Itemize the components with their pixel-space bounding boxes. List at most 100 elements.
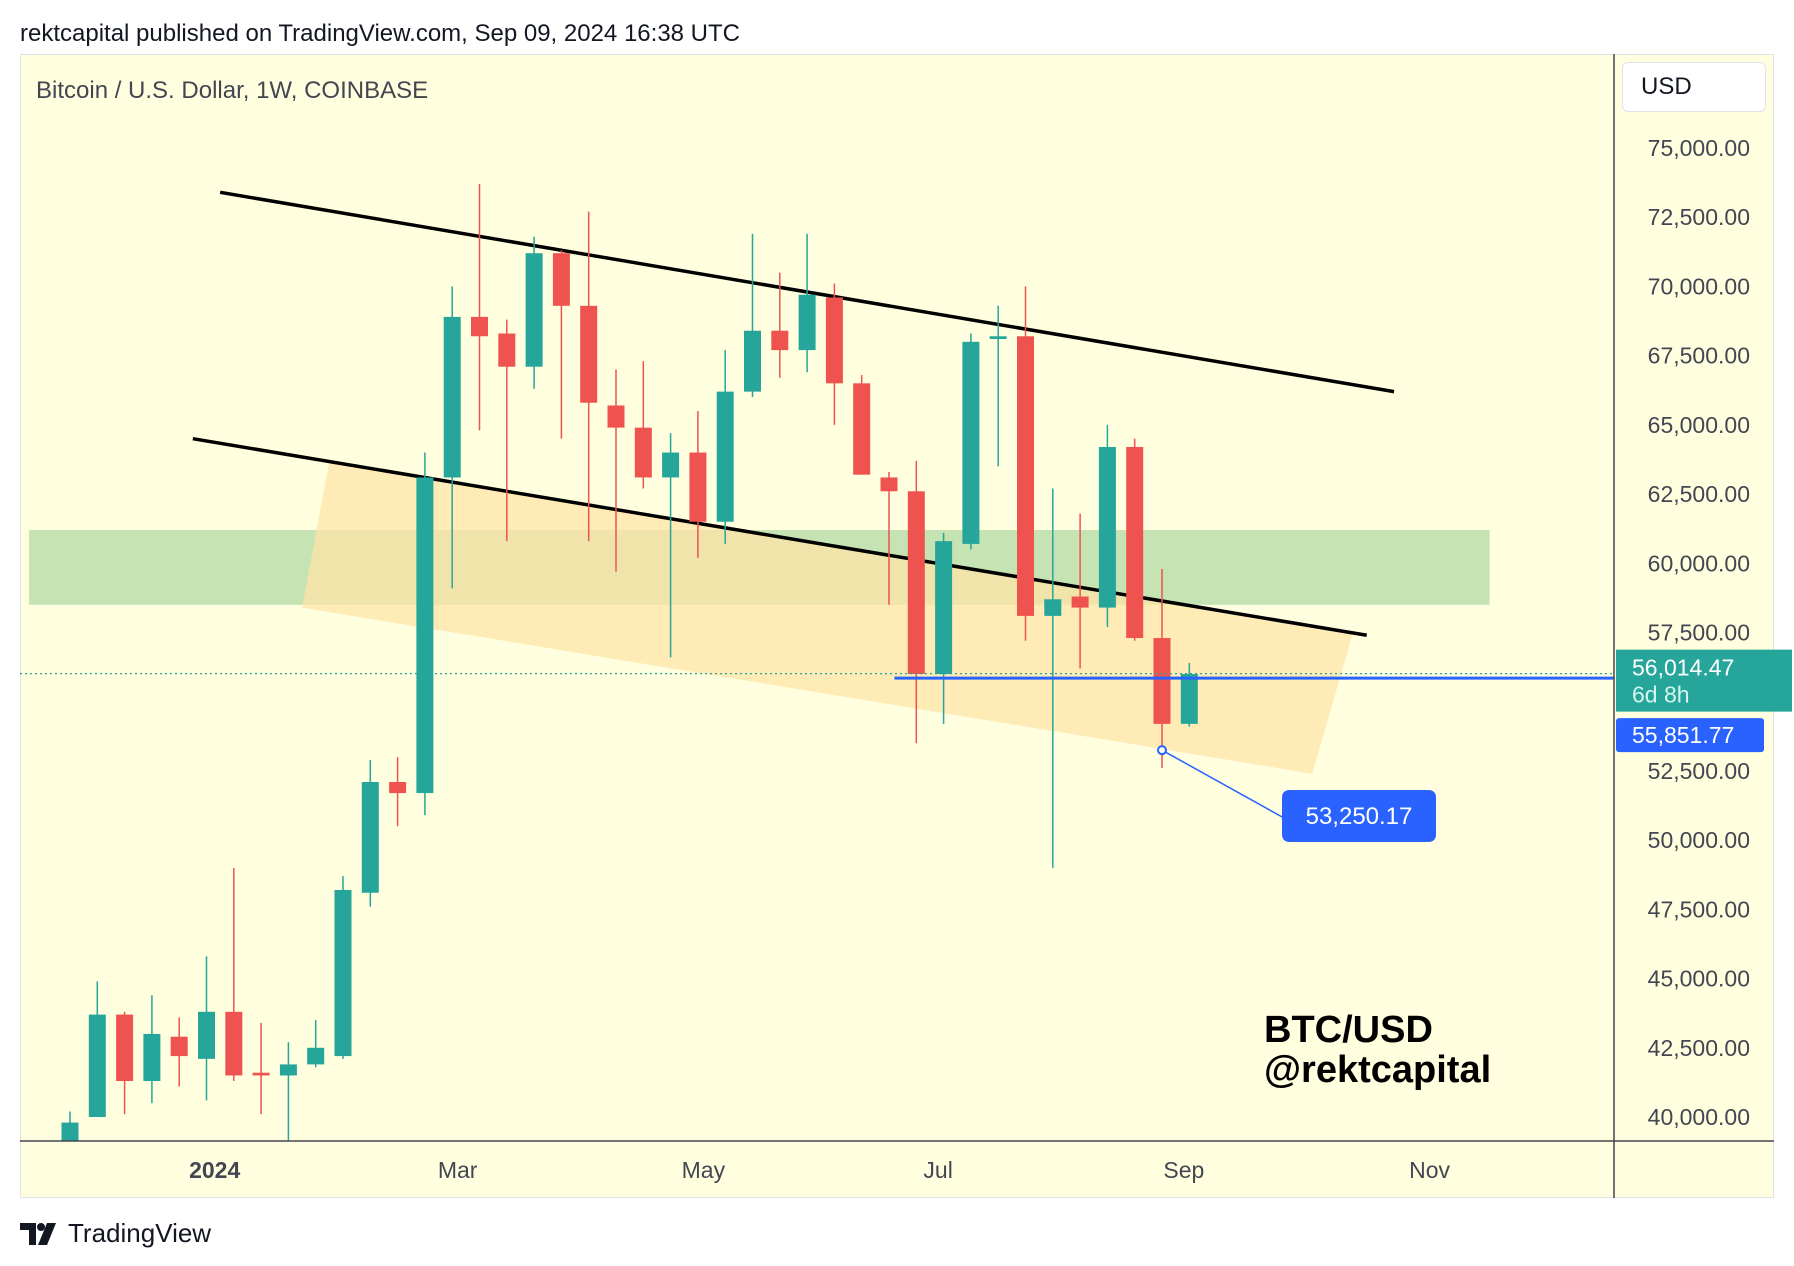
candle[interactable] [252,1022,270,1115]
candle[interactable] [580,211,598,542]
candle[interactable] [525,236,543,389]
trendline-channel-bottom[interactable] [192,436,1368,637]
candle-body [1180,674,1198,724]
candle-body [989,336,1007,340]
candle[interactable] [825,283,843,425]
candle[interactable] [389,757,407,827]
candle-body [662,452,680,478]
candle[interactable] [198,956,215,1101]
candle[interactable] [361,759,379,907]
candle[interactable] [471,183,488,431]
candle[interactable] [307,1020,325,1068]
candle-body [1044,599,1062,616]
candle[interactable] [334,876,352,1059]
level-price-value: 55,851.77 [1632,722,1734,748]
candle[interactable] [443,286,461,589]
time-tick-label: Jul [923,1157,952,1183]
candle[interactable] [1180,662,1198,727]
candle-body [198,1011,215,1059]
candle[interactable] [798,233,816,373]
candle[interactable] [689,411,707,558]
candle-body [1017,336,1034,616]
price-tick-label: 50,000.00 [1648,827,1750,853]
candle[interactable] [662,433,680,658]
candle-body [880,477,898,492]
candle[interactable] [116,1011,134,1115]
candle-body [1126,447,1144,639]
currency-selector[interactable]: USD [1622,62,1766,112]
candle[interactable] [634,361,652,489]
candle[interactable] [88,981,106,1117]
candle-body [716,391,734,522]
candle-body [361,782,379,893]
price-tick-label: 42,500.00 [1648,1035,1750,1061]
candle-body [334,889,352,1057]
price-tick-label: 70,000.00 [1648,273,1750,299]
zones-layer [29,460,1490,774]
tradingview-logo-icon [20,1222,56,1245]
candle[interactable] [771,272,789,378]
time-tick-label: 2024 [189,1157,240,1183]
candle-body [1071,596,1089,608]
price-tick-label: 62,500.00 [1648,481,1750,507]
candle[interactable] [170,1017,188,1087]
candle[interactable] [880,471,898,605]
candle-body [471,316,488,337]
candle[interactable] [225,867,243,1082]
candle[interactable] [744,233,761,398]
time-tick-label: Sep [1163,1157,1204,1183]
candle[interactable] [279,1042,297,1150]
chart-watermark: BTC/USD @rektcapital [1264,1010,1491,1090]
candle[interactable] [716,350,734,544]
watermark-symbol: BTC/USD [1264,1009,1433,1051]
current-price-value: 56,014.47 [1632,655,1734,681]
axes-layer: 75,000.00 72,500.00 70,000.00 67,500.00 65,0… [20,54,1774,1198]
price-tick-label: 47,500.00 [1648,896,1750,922]
price-tick-label: 75,000.00 [1648,135,1750,161]
symbol-title: Bitcoin / U.S. Dollar, 1W, COINBASE [36,77,429,104]
candle[interactable] [989,305,1007,467]
watermark-author: @rektcapital [1264,1049,1492,1091]
channel-zone [302,460,1354,774]
current-price-tag [1616,649,1792,712]
candle[interactable] [1017,286,1034,641]
annotation-anchor-point[interactable] [1157,745,1167,756]
candle-body [552,253,570,306]
candle[interactable] [907,460,925,744]
candle[interactable] [1071,513,1089,669]
price-tick-label: 60,000.00 [1648,550,1750,576]
candle[interactable] [143,995,161,1104]
candle[interactable] [1098,424,1116,627]
candle[interactable] [498,319,516,542]
candle-body [389,782,407,794]
candle-body [143,1033,161,1082]
candle[interactable] [416,452,434,816]
candle[interactable] [552,250,570,439]
candle[interactable] [607,369,625,572]
price-tick-label: 72,500.00 [1648,204,1750,230]
time-tick-label: Nov [1409,1157,1450,1183]
tradingview-logo-text: TradingView [68,1218,212,1248]
candle[interactable] [853,375,871,475]
candle[interactable] [962,333,980,550]
candle-body [580,305,598,403]
time-tick-label: May [682,1157,726,1183]
annotation-price-box[interactable] [1282,790,1436,842]
candle-body [962,341,980,544]
candle[interactable] [61,1111,79,1158]
tradingview-logo[interactable]: TradingView [20,1218,211,1249]
candle[interactable] [1126,438,1144,641]
candle-body [498,333,516,367]
candle-body [1153,638,1171,724]
publisher-line: rektcapital published on TradingView.com… [20,20,740,47]
price-tick-label: 40,000.00 [1648,1104,1750,1130]
candle-body [907,491,925,675]
candle-body [307,1047,325,1065]
candle[interactable] [935,532,953,724]
annotation-price-label: 53,250.17 [1306,803,1413,830]
candle-body [853,383,871,475]
candle-body [744,330,761,392]
candle[interactable] [1153,568,1171,769]
